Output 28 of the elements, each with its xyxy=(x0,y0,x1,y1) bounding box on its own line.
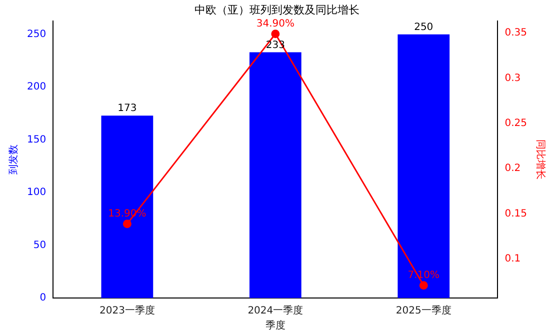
x-tick-label: 2024一季度 xyxy=(248,304,304,317)
bar xyxy=(101,116,154,298)
x-tick-label: 2023一季度 xyxy=(99,304,155,317)
data-label: 173 xyxy=(118,103,137,114)
y2-tick-label: 0.25 xyxy=(504,118,527,130)
point xyxy=(122,220,132,228)
point xyxy=(271,30,280,38)
bar xyxy=(249,52,302,298)
y-tick-label: 50 xyxy=(33,240,46,251)
y2-tick-label: 0.1 xyxy=(504,254,521,265)
y-tick-label: 200 xyxy=(26,82,46,93)
data-label: 34.90% xyxy=(256,18,294,30)
y2-tick-label: 0.2 xyxy=(504,163,521,174)
y-tick-label: 250 xyxy=(26,28,46,40)
y2-tick-label: 0.15 xyxy=(504,208,527,220)
y2-axis-title: 同比增长 xyxy=(534,140,546,180)
data-label: 250 xyxy=(414,22,434,33)
y-tick-label: 0 xyxy=(40,292,46,304)
y2-tick-label: 0.3 xyxy=(504,72,521,84)
x-tick-label: 2025一季度 xyxy=(396,304,452,317)
y-tick-label: 100 xyxy=(26,187,46,198)
y-tick-label: 150 xyxy=(26,134,46,146)
point xyxy=(419,281,428,290)
x-axis-title: 季度 xyxy=(265,320,286,332)
bar xyxy=(398,34,450,298)
y2-tick-label: 0.35 xyxy=(504,28,527,39)
chart-title: 中欧（亚）班列到发数及同比增长 xyxy=(194,3,360,16)
y-axis-title: 到发数 xyxy=(8,144,20,175)
